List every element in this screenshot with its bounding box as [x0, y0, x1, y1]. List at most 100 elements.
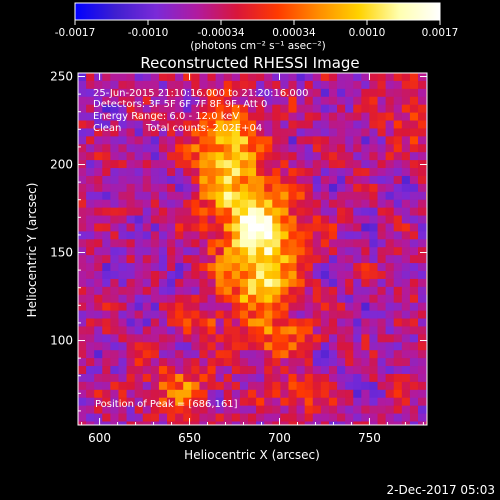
heatmap-cell	[312, 413, 322, 423]
heatmap-cell	[328, 294, 338, 304]
heatmap-cell	[183, 144, 192, 153]
heatmap-cell	[418, 96, 427, 106]
heatmap-cell	[183, 413, 192, 423]
heatmap-cell	[434, 319, 443, 328]
heatmap-cell	[102, 104, 111, 114]
heatmap-cell	[434, 303, 443, 312]
heatmap-cell	[288, 191, 298, 201]
heatmap-cell	[272, 128, 281, 137]
heatmap-cell	[394, 429, 403, 438]
heatmap-cell	[280, 294, 290, 304]
heatmap-cell	[337, 239, 346, 248]
heatmap-cell	[110, 271, 120, 280]
heatmap-cell	[231, 350, 241, 359]
heatmap-cell	[223, 271, 233, 280]
heatmap-cell	[134, 136, 144, 145]
heatmap-cell	[272, 144, 281, 153]
heatmap-cell	[393, 271, 403, 280]
heatmap-cell	[256, 191, 265, 201]
heatmap-cell	[377, 397, 387, 407]
heatmap-cell	[248, 389, 257, 399]
heatmap-cell	[127, 429, 136, 438]
heatmap-cell	[239, 160, 249, 169]
heatmap-cell	[345, 302, 354, 312]
heatmap-cell	[320, 144, 330, 153]
heatmap-cell	[215, 160, 225, 169]
heatmap-cell	[86, 199, 95, 209]
heatmap-cell	[353, 207, 362, 217]
heatmap-cell	[142, 294, 152, 304]
footer-date: 2-Dec-2017 05:03	[387, 483, 495, 497]
heatmap-cell	[191, 350, 201, 359]
heatmap-cell	[231, 136, 241, 145]
heatmap-cell	[377, 199, 387, 209]
heatmap-cell	[418, 73, 427, 82]
heatmap-cell	[345, 96, 354, 106]
heatmap-cell	[369, 310, 379, 320]
heatmap-cell	[126, 136, 136, 145]
heatmap-cell	[94, 389, 103, 399]
heatmap-cell	[361, 255, 371, 264]
heatmap-cell	[361, 271, 371, 280]
heatmap-cell	[409, 366, 419, 375]
heatmap-cell	[272, 389, 281, 399]
heatmap-cell	[167, 342, 176, 351]
heatmap-cell	[393, 80, 403, 90]
heatmap-cell	[134, 73, 144, 82]
heatmap-cell	[231, 175, 241, 185]
heatmap-cell	[231, 88, 241, 98]
heatmap-cell	[409, 136, 419, 145]
heatmap-cell	[288, 302, 298, 312]
heatmap-cell	[320, 104, 330, 114]
heatmap-cell	[199, 136, 209, 145]
heatmap-cell	[167, 366, 176, 375]
heatmap-cell	[167, 310, 176, 320]
heatmap-cell	[361, 120, 371, 130]
heatmap-cell	[288, 120, 298, 130]
heatmap-cell	[183, 104, 192, 114]
heatmap-cell	[150, 310, 160, 320]
heatmap-cell	[102, 160, 111, 169]
heatmap-cell	[78, 350, 87, 359]
heatmap-cell	[142, 263, 152, 272]
heatmap-cell	[337, 389, 346, 399]
heatmap-cell	[304, 88, 314, 98]
heatmap-cell	[377, 247, 387, 256]
heatmap-cell	[248, 413, 257, 423]
heatmap-cell	[264, 302, 273, 312]
heatmap-cell	[191, 112, 201, 122]
y-tick-label: 200	[50, 158, 73, 172]
heatmap-cell	[151, 429, 160, 438]
heatmap-cell	[239, 294, 249, 304]
heatmap-cell	[223, 215, 233, 225]
heatmap-cell	[345, 263, 354, 272]
heatmap-cell	[167, 207, 176, 217]
heatmap-cell	[142, 389, 152, 399]
heatmap-cell	[369, 175, 379, 185]
heatmap-cell	[199, 334, 209, 343]
heatmap-cell	[126, 112, 136, 122]
heatmap-cell	[418, 318, 427, 328]
heatmap-cell	[312, 286, 322, 296]
heatmap-cell	[94, 128, 103, 137]
heatmap-cell	[256, 294, 265, 304]
heatmap-cell	[345, 144, 354, 153]
heatmap-cell	[78, 342, 87, 351]
heatmap-cell	[150, 255, 160, 264]
heatmap-cell	[418, 263, 427, 272]
heatmap-cell	[312, 350, 322, 359]
heatmap-cell	[434, 247, 443, 256]
heatmap-cell	[199, 239, 209, 248]
heatmap-cell	[312, 88, 322, 98]
heatmap-cell	[328, 310, 338, 320]
heatmap-cell	[272, 358, 281, 367]
heatmap-cell	[158, 302, 168, 312]
heatmap-cell	[361, 112, 371, 122]
heatmap-cell	[353, 405, 362, 415]
heatmap-cell	[150, 144, 160, 153]
heatmap-cell	[239, 112, 249, 122]
heatmap-cell	[248, 231, 257, 240]
heatmap-cell	[418, 302, 427, 312]
heatmap-cell	[256, 389, 265, 399]
heatmap-cell	[231, 199, 241, 209]
